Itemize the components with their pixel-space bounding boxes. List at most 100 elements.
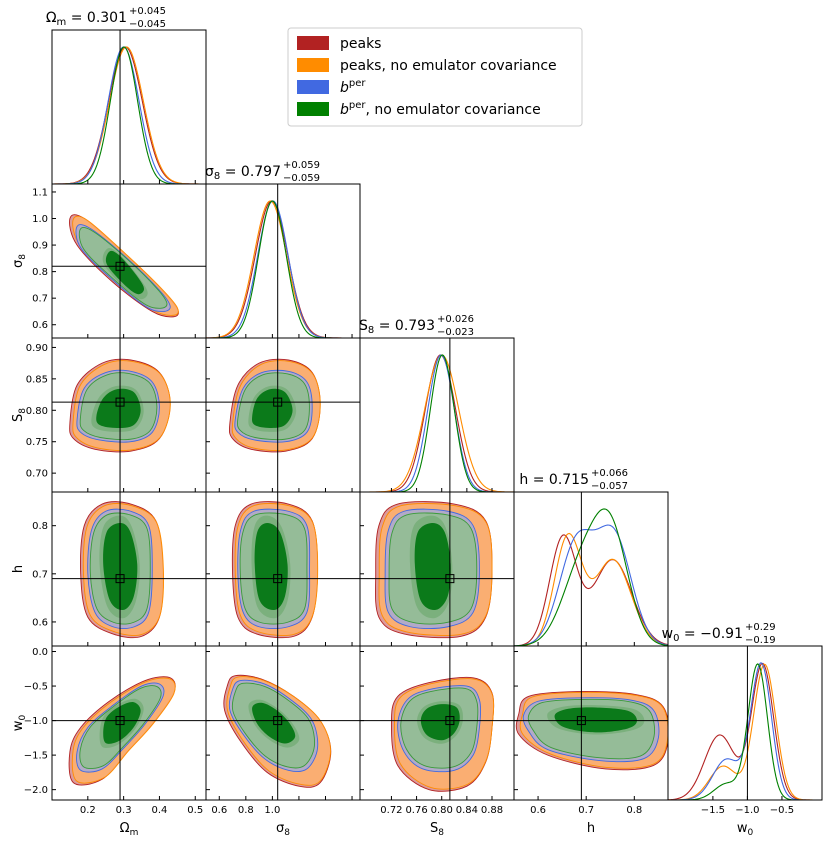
contour-inner-bper — [252, 388, 293, 429]
x-tick-label: 0.7 — [578, 805, 594, 816]
contour-inner-bper — [554, 707, 637, 733]
x-tick-label: 1.0 — [264, 805, 280, 816]
svg-text:+0.059: +0.059 — [283, 160, 320, 171]
truth-marker — [115, 716, 125, 726]
y-axis-label-sigma_8: σ8 — [11, 254, 28, 268]
svg-text:−0.19: −0.19 — [745, 635, 776, 646]
marginal-curve-h-peaks — [513, 534, 669, 647]
y-tick-label: 0.0 — [32, 647, 48, 658]
legend-frame — [287, 27, 583, 127]
contour-panel-s_8-w_0 — [359, 645, 515, 801]
panel-frame — [667, 645, 823, 801]
truth-marker — [273, 397, 283, 407]
marginal-curve-w_0-peaks-no-emulator-covariance — [667, 663, 822, 801]
y-tick-label: 0.8 — [32, 267, 48, 278]
marginal-curve-sigma_8-peaks-no-emulator-covariance — [205, 200, 360, 339]
svg-text:Ωm = 0.301: Ωm = 0.301 — [46, 10, 127, 28]
x-axis-label-omega_m: Ωm — [120, 821, 139, 838]
y-tick-label: −1.0 — [24, 716, 48, 727]
y-axis-h: 0.6 0.7 0.8 h — [11, 521, 364, 628]
x-tick-label: 0.72 — [380, 805, 402, 816]
x-tick-label: 0.8 — [626, 805, 642, 816]
x-axis-w_0: −1.5 −1.0 −0.5 w0 — [701, 796, 794, 838]
legend-swatch — [297, 80, 329, 94]
contour-panel-sigma_8-w_0 — [205, 645, 361, 801]
legend-swatch — [297, 58, 329, 72]
y-axis-label-w_0: w0 — [11, 715, 28, 732]
contour-panel-s_8-h — [359, 491, 515, 647]
svg-text:w0 = −0.91: w0 = −0.91 — [662, 626, 743, 644]
y-tick-label: 0.75 — [26, 437, 48, 448]
truth-marker — [576, 716, 586, 726]
x-tick-label: 0.5 — [187, 805, 203, 816]
marginal-curve-h-b-per-no-emulator-covariance — [513, 508, 669, 647]
svg-text:+0.066: +0.066 — [591, 468, 628, 479]
marginal-curve-s_8-peaks-no-emulator-covariance — [360, 354, 514, 493]
marginal-panel-h — [513, 491, 669, 647]
marginal-curve-omega_m-peaks — [52, 46, 206, 185]
y-tick-label: −1.5 — [24, 751, 48, 762]
marginal-curve-omega_m-b-per — [52, 46, 206, 185]
x-axis-label-sigma_8: σ8 — [276, 821, 290, 838]
panel-frame — [513, 645, 669, 801]
panel-title-sigma_8: σ8 = 0.797 +0.059 −0.059 — [205, 160, 320, 184]
x-tick-label: −1.0 — [735, 805, 759, 816]
contour-panel-omega_m-h — [51, 491, 207, 647]
svg-text:+0.026: +0.026 — [437, 314, 474, 325]
contour-panel-h-w_0 — [513, 645, 669, 801]
x-tick-label: 0.8 — [238, 805, 254, 816]
truth-marker — [115, 261, 125, 271]
x-axis-label-w_0: w0 — [737, 821, 754, 838]
marginal-curve-s_8-b-per — [360, 354, 514, 493]
svg-text:h = 0.715: h = 0.715 — [519, 472, 589, 488]
svg-text:−0.057: −0.057 — [591, 481, 628, 492]
marginal-curve-omega_m-b-per-no-emulator-covariance — [52, 46, 206, 185]
contour-panel-omega_m-sigma_8 — [51, 183, 207, 339]
marginal-curve-sigma_8-peaks — [205, 200, 360, 339]
y-tick-label: 0.7 — [32, 569, 48, 580]
marginal-panel-sigma_8 — [205, 183, 361, 339]
y-tick-label: −2.0 — [24, 785, 48, 796]
y-tick-label: 0.6 — [32, 617, 48, 628]
x-axis-h: 0.6 0.7 0.8 h — [530, 642, 642, 836]
contour-panel-sigma_8-s_8 — [205, 337, 361, 493]
panel-title-h: h = 0.715 +0.066 −0.057 — [519, 468, 628, 492]
contour-inner-bper — [254, 523, 288, 611]
x-axis-omega_m: 0.2 0.3 0.4 0.5 Ωm — [80, 180, 203, 838]
y-axis-label-s_8: S8 — [11, 408, 28, 422]
panel-frame — [205, 183, 361, 339]
svg-text:−0.045: −0.045 — [129, 19, 166, 30]
y-tick-label: 0.85 — [26, 374, 48, 385]
y-tick-label: 1.1 — [32, 187, 48, 198]
y-tick-label: 0.80 — [26, 406, 48, 417]
panel-title-omega_m: Ωm = 0.301 +0.045 −0.045 — [46, 6, 166, 30]
marginal-curve-sigma_8-b-per — [206, 200, 360, 339]
x-tick-label: 0.84 — [456, 805, 478, 816]
y-axis-s_8: 0.70 0.75 0.80 0.85 0.90 S8 — [11, 343, 210, 480]
marginal-curve-w_0-b-per-no-emulator-covariance — [668, 663, 822, 801]
legend-entry-label: peaks, no emulator covariance — [340, 58, 557, 74]
marginal-panel-s_8 — [359, 337, 515, 493]
marginal-curve-s_8-b-per-no-emulator-covariance — [360, 354, 514, 493]
x-axis-sigma_8: 0.6 0.8 1.0 σ8 — [211, 334, 353, 838]
y-tick-label: 0.8 — [32, 521, 48, 532]
svg-text:+0.045: +0.045 — [129, 6, 166, 17]
x-tick-label: 0.3 — [116, 805, 132, 816]
contour-inner-bper — [103, 702, 141, 744]
x-axis-label-s_8: S8 — [430, 821, 444, 838]
truth-marker — [445, 574, 455, 584]
panel-title-w_0: w0 = −0.91 +0.29 −0.19 — [662, 622, 776, 646]
y-tick-label: −0.5 — [24, 682, 48, 693]
x-tick-label: −1.5 — [701, 805, 725, 816]
x-tick-label: 0.6 — [530, 805, 546, 816]
truth-marker — [115, 397, 125, 407]
truth-marker — [445, 716, 455, 726]
marginal-curve-s_8-peaks — [360, 354, 514, 493]
svg-text:−0.023: −0.023 — [437, 327, 474, 338]
svg-text:σ8 = 0.797: σ8 = 0.797 — [205, 164, 281, 182]
marginal-curve-h-b-per — [513, 524, 669, 647]
panel-title-s_8: S8 = 0.793 +0.026 −0.023 — [359, 314, 474, 338]
truth-marker — [273, 574, 283, 584]
marginal-panel-w_0 — [667, 645, 823, 801]
svg-text:S8 = 0.793: S8 = 0.793 — [359, 318, 435, 336]
